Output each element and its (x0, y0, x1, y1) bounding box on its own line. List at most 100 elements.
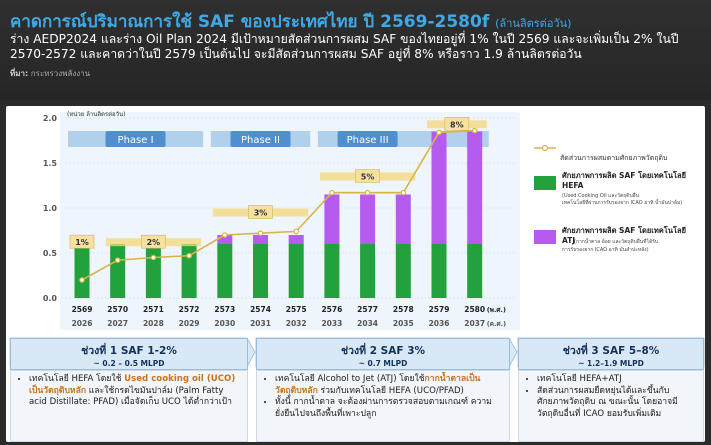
phase1-bullet: เทคโนโลยี HEFA โดยใช้ Used cooking oil (… (29, 374, 241, 409)
pct-label: 1% (75, 238, 89, 247)
legend-atj-note-2: การรับรองจาก ICAO อาทิ มันสำปะหลัง) (562, 246, 649, 253)
line-point (150, 254, 157, 261)
phase2-body: เทคโนโลยี Alcohol to Jet (ATJ) โดยใช้กาก… (256, 370, 510, 442)
x-tick-be: 2570 (107, 305, 128, 314)
title-unit: (ล้านลิตรต่อวัน) (495, 17, 572, 30)
y-tick-label: 1.0 (43, 204, 58, 213)
bar-atj (360, 194, 376, 244)
x-tick-ce: 2029 (179, 319, 200, 328)
bar-hefa (431, 244, 447, 298)
x-tick-be: 2571 (143, 305, 164, 314)
x-tick-ce: 2036 (429, 319, 450, 328)
line-point (471, 127, 478, 134)
bar-hefa (467, 244, 483, 298)
line-point (222, 232, 228, 238)
line-point (186, 252, 192, 259)
bar-hefa (360, 244, 376, 298)
x-tick-ce: 2030 (214, 319, 235, 328)
phase1-header: ช่วงที่ 1 SAF 1-2% ~ 0.2 – 0.5 MLPD (10, 338, 248, 370)
bar-hefa (253, 244, 268, 298)
x-tick-ce: 2031 (250, 319, 271, 328)
phase3-panel: ช่วงที่ 3 SAF 5–8% ~ 1.2–1.9 MLPD เทคโนโ… (518, 338, 704, 444)
x-unit-ce: (ค.ศ.) (487, 320, 506, 328)
pct-label-bg (355, 169, 380, 183)
pct-label-bg (69, 234, 95, 249)
bar-hefa (288, 244, 304, 298)
page-title: คาดการณ์ปริมาณการใช้ SAF ของประเทศไทย ปี… (10, 12, 572, 32)
bar-atj (431, 131, 447, 244)
line-point (293, 228, 300, 235)
x-tick-be: 2575 (286, 305, 307, 314)
x-tick-be: 2578 (393, 305, 414, 314)
bar-hefa (181, 244, 197, 298)
bar-atj (467, 131, 483, 244)
bar-atj (395, 194, 411, 244)
phase-label: Phase III (347, 135, 389, 146)
y-tick-label: 2.0 (43, 114, 58, 123)
phase3-body: เทคโนโลยี HEFA+ATJ สัดส่วนการผสมยืดหยุ่น… (518, 370, 704, 442)
x-tick-be: 2574 (250, 305, 271, 314)
x-tick-ce: 2027 (107, 319, 128, 328)
x-tick-be: 2569 (72, 305, 93, 314)
x-unit-be: (พ.ศ.) (487, 306, 506, 314)
x-tick-ce: 2033 (321, 319, 342, 328)
unit-label: (หน่วย ล้านลิตรต่อวัน) (67, 111, 125, 118)
bar-atj (324, 194, 340, 244)
phase3-bullet-1: เทคโนโลยี HEFA+ATJ (537, 374, 697, 386)
x-tick-ce: 2035 (393, 319, 414, 328)
pct-label: 3% (254, 209, 268, 218)
phase-label-bg (337, 131, 398, 147)
legend-hefa-note: (Used Cooking Oil และวัตถุดิบอื่น (562, 192, 640, 199)
bar-atj (217, 235, 233, 244)
x-tick-ce: 2034 (357, 319, 378, 328)
pct-label: 5% (361, 173, 375, 182)
phase-label-bg (230, 131, 291, 147)
phase-label: Phase II (241, 135, 280, 146)
line-point (114, 257, 121, 264)
line-point (329, 189, 335, 196)
x-tick-ce: 2026 (72, 319, 93, 328)
bar-hefa (395, 244, 411, 298)
phase3-title: ช่วงที่ 3 SAF 5–8% (562, 345, 660, 357)
bar-atj (253, 235, 268, 244)
x-tick-be: 2577 (357, 305, 378, 314)
line-point (257, 230, 264, 237)
x-tick-be: 2576 (321, 305, 342, 314)
pct-label-bg (444, 117, 470, 131)
phase2-bullet-1: เทคโนโลยี Alcohol to Jet (ATJ) โดยใช้กาก… (275, 374, 503, 397)
x-tick-be: 2573 (214, 305, 235, 314)
x-tick-be: 2579 (429, 305, 450, 314)
phase3-header: ช่วงที่ 3 SAF 5–8% ~ 1.2–1.9 MLPD (518, 338, 704, 370)
legend-atj-note: (กากน้ำตาล อ้อย และวัตถุดิบอื่นที่ได้รับ (574, 236, 658, 245)
y-tick-label: 1.5 (43, 159, 58, 168)
phase-label-bg (105, 131, 166, 147)
phase-label: Phase I (118, 135, 154, 146)
legend-hefa-title: ศักยภาพการผลิต SAF โดยเทคโนโลยี (562, 170, 686, 180)
legend-line-label: สัดส่วนการผสมตามศักยภาพวัตถุดิบ (560, 154, 667, 162)
legend-hefa-title-2: HEFA (562, 181, 584, 190)
phase2-bullet-2: ทั้งนี้ กากน้ำตาล จะต้องผ่านการตรวจสอบตา… (275, 397, 503, 420)
phase3-volume: ~ 1.2–1.9 MLPD (578, 359, 644, 368)
phase2-panel: ช่วงที่ 2 SAF 3% ~ 0.7 MLPD เทคโนโลยี Al… (256, 338, 510, 444)
legend-hefa-swatch (534, 176, 556, 190)
phase2-header: ช่วงที่ 2 SAF 3% ~ 0.7 MLPD (256, 338, 510, 370)
phase3-bullet-2: สัดส่วนการผสมยืดหยุ่นได้และขึ้นกับศักยภา… (537, 386, 697, 421)
page-subtitle: ร่าง AEDP2024 และร่าง Oil Plan 2024 มีเป… (10, 32, 679, 61)
x-tick-be: 2580 (464, 305, 485, 314)
legend-atj-swatch (534, 230, 556, 244)
source-note: ที่มา: กระทรวงพลังงาน (10, 69, 91, 78)
phase1-title: ช่วงที่ 1 SAF 1-2% (81, 345, 177, 357)
header: คาดการณ์ปริมาณการใช้ SAF ของประเทศไทย ปี… (0, 0, 711, 100)
y-tick-label: 0.0 (43, 294, 58, 303)
x-tick-be: 2572 (179, 305, 200, 314)
x-tick-ce: 2037 (464, 319, 485, 328)
line-point (400, 189, 407, 196)
legend-line-marker (541, 144, 549, 152)
bar-hefa (217, 244, 233, 298)
x-tick-ce: 2032 (286, 319, 307, 328)
phase2-volume: ~ 0.7 MLPD (358, 359, 408, 368)
legend-hefa-note-2: เทคโนโลยีที่ผ่านการรับรองจาก ICAO อาทิ น… (562, 197, 682, 206)
bar-hefa (74, 244, 90, 298)
legend-atj-title-2: ATJ (562, 236, 575, 245)
bar-hefa (110, 244, 126, 298)
